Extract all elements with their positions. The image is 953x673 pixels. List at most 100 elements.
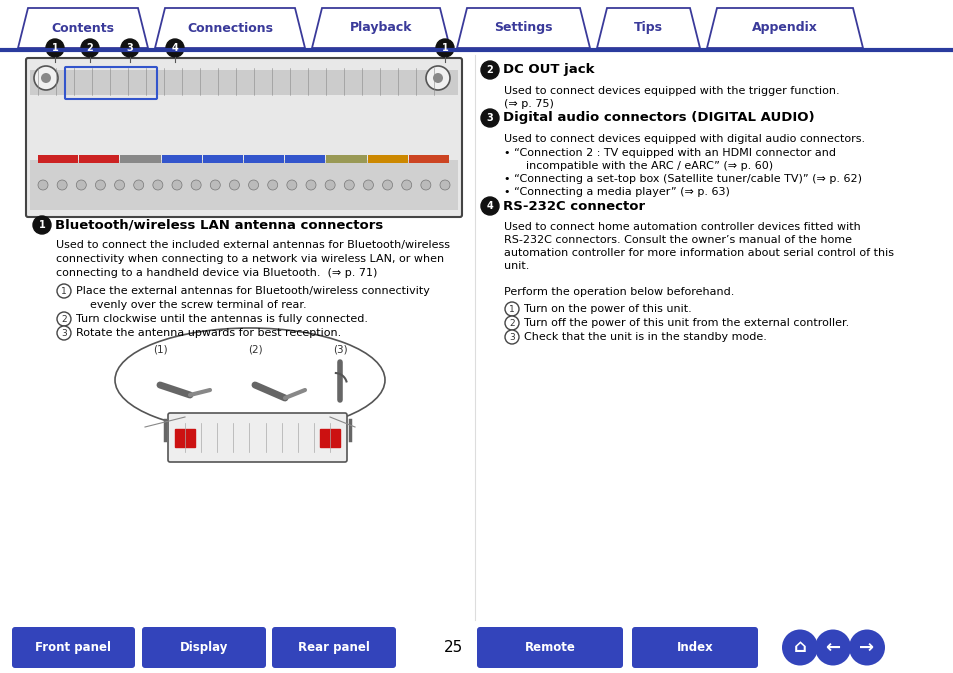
Circle shape: [382, 180, 393, 190]
Circle shape: [363, 180, 373, 190]
Bar: [319, 429, 339, 447]
Text: incompatible with the ARC / eARC” (⇒ p. 60): incompatible with the ARC / eARC” (⇒ p. …: [512, 161, 772, 171]
Circle shape: [781, 629, 817, 666]
Bar: [367, 155, 407, 163]
Circle shape: [325, 180, 335, 190]
Text: Place the external antennas for Bluetooth/wireless connectivity: Place the external antennas for Bluetoot…: [76, 286, 430, 296]
Text: (⇒ p. 75): (⇒ p. 75): [503, 99, 554, 109]
Text: Contents: Contents: [51, 22, 114, 34]
Text: Used to connect home automation controller devices fitted with: Used to connect home automation controll…: [503, 222, 860, 232]
Text: Perform the operation below beforehand.: Perform the operation below beforehand.: [503, 287, 734, 297]
Bar: [30, 70, 457, 95]
Circle shape: [38, 180, 48, 190]
Text: • “Connection 2 : TV equipped with an HDMI connector and: • “Connection 2 : TV equipped with an HD…: [503, 148, 835, 158]
Text: 1: 1: [441, 43, 448, 53]
Circle shape: [191, 180, 201, 190]
Text: connectivity when connecting to a network via wireless LAN, or when: connectivity when connecting to a networ…: [56, 254, 444, 264]
Circle shape: [166, 39, 184, 57]
Circle shape: [229, 180, 239, 190]
Circle shape: [480, 197, 498, 215]
Circle shape: [95, 180, 106, 190]
Bar: [203, 155, 243, 163]
Text: RS-232C connector: RS-232C connector: [502, 199, 644, 213]
Text: 3: 3: [509, 332, 515, 341]
FancyBboxPatch shape: [631, 627, 758, 668]
Circle shape: [57, 284, 71, 298]
Text: Display: Display: [179, 641, 228, 654]
Circle shape: [504, 330, 518, 344]
Text: Rear panel: Rear panel: [297, 641, 370, 654]
FancyBboxPatch shape: [476, 627, 622, 668]
Text: automation controller for more information about serial control of this: automation controller for more informati…: [503, 248, 893, 258]
Circle shape: [210, 180, 220, 190]
Text: 2: 2: [87, 43, 93, 53]
Circle shape: [33, 216, 51, 234]
Circle shape: [57, 326, 71, 340]
Bar: [79, 155, 119, 163]
Text: 1: 1: [51, 43, 58, 53]
Text: Bluetooth/wireless LAN antenna connectors: Bluetooth/wireless LAN antenna connector…: [55, 219, 383, 232]
Circle shape: [172, 180, 182, 190]
Text: Turn clockwise until the antennas is fully connected.: Turn clockwise until the antennas is ful…: [76, 314, 368, 324]
Text: Remote: Remote: [524, 641, 575, 654]
Text: 3: 3: [486, 113, 493, 123]
FancyBboxPatch shape: [272, 627, 395, 668]
Circle shape: [344, 180, 354, 190]
Text: DC OUT jack: DC OUT jack: [502, 63, 594, 77]
Circle shape: [480, 109, 498, 127]
Circle shape: [41, 73, 51, 83]
Circle shape: [439, 180, 450, 190]
Circle shape: [34, 66, 58, 90]
Circle shape: [81, 39, 99, 57]
Text: 4: 4: [486, 201, 493, 211]
Text: 2: 2: [509, 318, 515, 328]
Text: Front panel: Front panel: [35, 641, 112, 654]
Text: 2: 2: [486, 65, 493, 75]
Bar: [285, 155, 325, 163]
Text: ⌂: ⌂: [793, 639, 805, 656]
FancyBboxPatch shape: [168, 413, 347, 462]
Text: Tips: Tips: [634, 22, 662, 34]
Text: (1): (1): [152, 345, 167, 355]
Circle shape: [133, 180, 144, 190]
Text: 1: 1: [509, 304, 515, 314]
Text: evenly over the screw terminal of rear.: evenly over the screw terminal of rear.: [76, 300, 306, 310]
Circle shape: [436, 39, 454, 57]
Circle shape: [814, 629, 850, 666]
Text: Digital audio connectors (DIGITAL AUDIO): Digital audio connectors (DIGITAL AUDIO): [502, 112, 814, 125]
Text: 1: 1: [38, 220, 46, 230]
Circle shape: [249, 180, 258, 190]
Circle shape: [287, 180, 296, 190]
Bar: [326, 155, 366, 163]
Circle shape: [152, 180, 163, 190]
Text: Connections: Connections: [187, 22, 273, 34]
Text: ←: ←: [824, 639, 840, 656]
Circle shape: [121, 39, 139, 57]
Bar: [409, 155, 449, 163]
Text: (3): (3): [333, 345, 347, 355]
Bar: [30, 160, 457, 210]
Text: (2): (2): [248, 345, 262, 355]
Text: Used to connect devices equipped with the trigger function.: Used to connect devices equipped with th…: [503, 86, 839, 96]
Text: 3: 3: [127, 43, 133, 53]
Circle shape: [46, 39, 64, 57]
Circle shape: [306, 180, 315, 190]
Text: Turn on the power of this unit.: Turn on the power of this unit.: [523, 304, 691, 314]
Text: Turn off the power of this unit from the external controller.: Turn off the power of this unit from the…: [523, 318, 848, 328]
Text: 3: 3: [61, 328, 67, 337]
Circle shape: [57, 180, 67, 190]
Circle shape: [433, 73, 442, 83]
Ellipse shape: [115, 328, 385, 432]
Text: Playback: Playback: [350, 22, 412, 34]
FancyBboxPatch shape: [142, 627, 266, 668]
Bar: [161, 155, 202, 163]
Circle shape: [268, 180, 277, 190]
Text: →: →: [859, 639, 874, 656]
Text: unit.: unit.: [503, 261, 529, 271]
Circle shape: [420, 180, 431, 190]
Bar: [244, 155, 284, 163]
Text: Check that the unit is in the standby mode.: Check that the unit is in the standby mo…: [523, 332, 766, 342]
Text: connecting to a handheld device via Bluetooth.  (⇒ p. 71): connecting to a handheld device via Blue…: [56, 268, 377, 278]
Circle shape: [504, 302, 518, 316]
Text: • “Connecting a set-top box (Satellite tuner/cable TV)” (⇒ p. 62): • “Connecting a set-top box (Satellite t…: [503, 174, 862, 184]
